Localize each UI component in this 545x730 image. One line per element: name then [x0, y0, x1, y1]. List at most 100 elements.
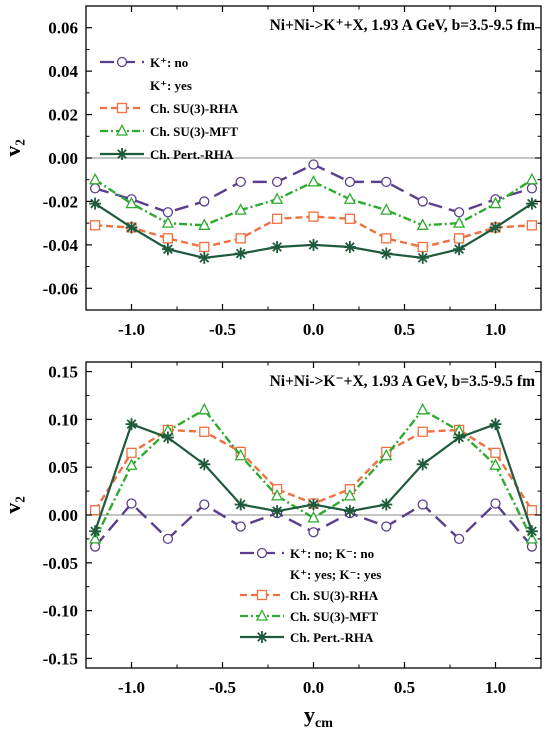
- data-point: [344, 176, 356, 188]
- data-point: [525, 197, 538, 210]
- data-point: [381, 233, 392, 244]
- data-point: [89, 197, 102, 210]
- legend-marker: [116, 56, 128, 68]
- data-point: [344, 213, 356, 224]
- data-point: [453, 233, 465, 244]
- legend-subheader: K⁺: yes; K⁻: yes: [290, 567, 381, 582]
- data-point: [89, 220, 101, 231]
- data-point: [380, 498, 393, 511]
- y-tick-label: -0.10: [43, 602, 78, 621]
- data-point: [125, 196, 138, 209]
- data-point: [198, 218, 211, 230]
- data-point: [271, 488, 284, 501]
- data-point: [125, 221, 138, 234]
- series-2: [89, 402, 538, 544]
- x-tick-label: -1.0: [118, 320, 145, 339]
- data-point: [198, 402, 211, 415]
- legend-marker: [116, 148, 128, 160]
- panel-title: Ni+Ni->K⁺+X, 1.93 A GeV, b=3.5-9.5 fm: [270, 17, 535, 34]
- x-tick-label: 0.5: [394, 320, 415, 339]
- data-point: [199, 196, 210, 207]
- legend-marker: [116, 102, 128, 114]
- data-point: [271, 192, 284, 204]
- data-point: [380, 203, 393, 215]
- data-point: [453, 431, 466, 444]
- data-point: [308, 211, 319, 222]
- data-point: [489, 458, 502, 470]
- legend-label: K⁺: no; K⁻: no: [290, 546, 374, 561]
- data-point: [525, 525, 538, 538]
- legend-subheader: K⁺: yes: [150, 78, 192, 93]
- legend-marker: [256, 547, 268, 559]
- series-0: [89, 159, 538, 218]
- data-point: [271, 505, 284, 518]
- data-point: [525, 532, 538, 544]
- data-point: [271, 176, 283, 188]
- x-axis-label-main: y: [304, 702, 315, 727]
- data-point: [308, 527, 319, 538]
- data-point: [380, 247, 393, 260]
- legend-label: K⁺: no: [150, 55, 188, 70]
- y-tick-label: -0.05: [43, 554, 78, 573]
- data-point: [525, 172, 538, 185]
- data-point: [343, 192, 356, 204]
- y-tick-label: 0.04: [48, 62, 78, 81]
- y-tick-label: -0.15: [43, 649, 78, 668]
- data-point: [308, 159, 319, 170]
- data-point: [417, 426, 428, 437]
- data-point: [89, 183, 101, 194]
- y-tick-label: 0.05: [48, 458, 78, 477]
- series-line: [94, 428, 533, 511]
- y-tick-label: -0.02: [43, 192, 78, 211]
- x-tick-label: -1.0: [118, 678, 145, 697]
- y-tick-label: 0.06: [48, 19, 78, 38]
- data-point: [199, 499, 210, 510]
- data-point: [526, 183, 538, 194]
- legend-marker: [256, 631, 268, 643]
- x-tick-label: 0.0: [303, 678, 324, 697]
- legend: K⁺: no K⁺: yes Ch. SU(3)-RHA Ch. SU(3)-MFT C…: [100, 55, 239, 162]
- x-tick-label: 1.0: [485, 678, 506, 697]
- y-tick-label: 0.00: [48, 506, 78, 525]
- data-point: [235, 233, 246, 244]
- legend-marker: [255, 609, 269, 621]
- data-point: [126, 498, 137, 509]
- x-tick-label: 0.0: [303, 320, 324, 339]
- data-point: [526, 220, 538, 231]
- x-tick-label: 0.5: [394, 678, 415, 697]
- y-tick-label: -0.06: [43, 279, 78, 298]
- legend-label: Ch. SU(3)-RHA: [150, 101, 239, 116]
- series-1: [89, 211, 538, 253]
- data-point: [489, 196, 502, 209]
- data-point: [416, 218, 429, 230]
- panel-title: Ni+Ni->K⁻+X, 1.93 A GeV, b=3.5-9.5 fm: [270, 373, 535, 390]
- data-point: [490, 498, 501, 509]
- data-point: [526, 505, 538, 516]
- data-point: [343, 488, 356, 501]
- series-0: [89, 498, 538, 552]
- data-point: [453, 243, 466, 256]
- data-point: [416, 458, 429, 471]
- data-point: [198, 458, 211, 471]
- x-axis-label-subscript: cm: [315, 716, 333, 730]
- y-tick-label: 0.00: [48, 149, 78, 168]
- data-point: [271, 241, 284, 254]
- data-point: [162, 233, 174, 244]
- legend-label: Ch. SU(3)-MFT: [290, 609, 378, 624]
- x-tick-label: -0.5: [209, 320, 236, 339]
- data-point: [234, 498, 247, 511]
- data-point: [235, 521, 246, 532]
- data-point: [489, 221, 502, 234]
- data-point: [234, 247, 247, 260]
- data-point: [416, 251, 429, 264]
- data-point: [161, 216, 174, 228]
- y-tick-label: 0.10: [48, 410, 78, 429]
- data-point: [343, 505, 356, 518]
- data-point: [89, 505, 101, 516]
- x-tick-label: -0.5: [209, 678, 236, 697]
- data-point: [417, 241, 428, 253]
- top-panel-kplus: -0.06 -0.04 -0.02 0.00 0.02 0.04 0.06 -1.0 -0.5 0…: [0, 5, 542, 339]
- data-point: [307, 510, 320, 523]
- data-point: [89, 532, 102, 544]
